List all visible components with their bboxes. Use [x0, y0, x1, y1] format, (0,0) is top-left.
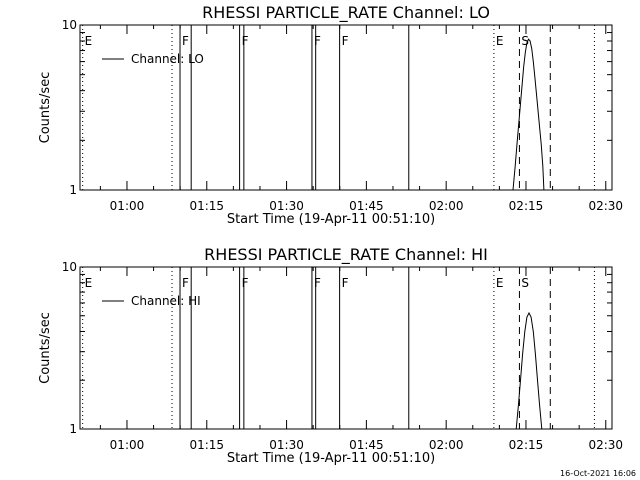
x-tick-label: 01:45	[349, 199, 384, 213]
flag-letter: S	[521, 34, 529, 48]
flag-letter: E	[496, 276, 504, 290]
x-tick-label: 01:30	[269, 438, 304, 452]
x-tick-label: 01:15	[189, 199, 224, 213]
x-tick-label: 02:00	[429, 438, 464, 452]
flag-letter: F	[314, 34, 321, 48]
flag-letter: E	[85, 34, 93, 48]
x-axis-title: Start Time (19-Apr-11 00:51:10)	[227, 212, 435, 227]
x-tick-label: 01:30	[269, 199, 304, 213]
legend-label: Channel: HI	[131, 294, 201, 308]
x-tick-label: 01:15	[189, 438, 224, 452]
flag-letter: F	[314, 276, 321, 290]
date-stamp: 16-Oct-2021 16:06	[560, 469, 636, 478]
flag-letter: F	[242, 276, 249, 290]
x-tick-label: 02:15	[509, 438, 544, 452]
x-tick-label: 02:15	[509, 199, 544, 213]
series-line	[512, 38, 545, 191]
chart-title: RHESSI PARTICLE_RATE Channel: HI	[204, 245, 488, 265]
x-tick-label: 01:45	[349, 438, 384, 452]
flag-letter: F	[342, 34, 349, 48]
legend-label: Channel: LO	[131, 52, 204, 66]
y-tick-label: 10	[62, 260, 77, 274]
y-tick-label: 1	[69, 183, 77, 197]
panel-lo-channel: RHESSI PARTICLE_RATE Channel: LO 01:00 01:…	[38, 3, 623, 227]
x-tick-label: 02:30	[588, 438, 623, 452]
flag-letter: S	[521, 276, 529, 290]
chart-title: RHESSI PARTICLE_RATE Channel: LO	[202, 3, 490, 23]
flag-letter: E	[496, 34, 504, 48]
plot-frame	[79, 24, 613, 191]
flag-letter: F	[182, 34, 189, 48]
flag-letter: F	[342, 276, 349, 290]
y-tick-label: 1	[69, 422, 77, 436]
y-axis-title: Counts/sec	[38, 72, 53, 144]
x-tick-label: 02:30	[588, 199, 623, 213]
x-tick-label: 02:00	[429, 199, 464, 213]
y-axis-title: Counts/sec	[38, 312, 53, 384]
plot-frame	[79, 266, 613, 430]
x-axis-title: Start Time (19-Apr-11 00:51:10)	[227, 451, 435, 466]
panel-hi-channel: RHESSI PARTICLE_RATE Channel: HI 01:00 01:…	[38, 245, 623, 466]
x-tick-label: 01:00	[110, 199, 145, 213]
flag-letter: E	[85, 276, 93, 290]
y-tick-label: 10	[62, 18, 77, 32]
series-line	[515, 311, 543, 430]
flag-letter: F	[242, 34, 249, 48]
x-tick-label: 01:00	[110, 438, 145, 452]
flag-letter: F	[182, 276, 189, 290]
